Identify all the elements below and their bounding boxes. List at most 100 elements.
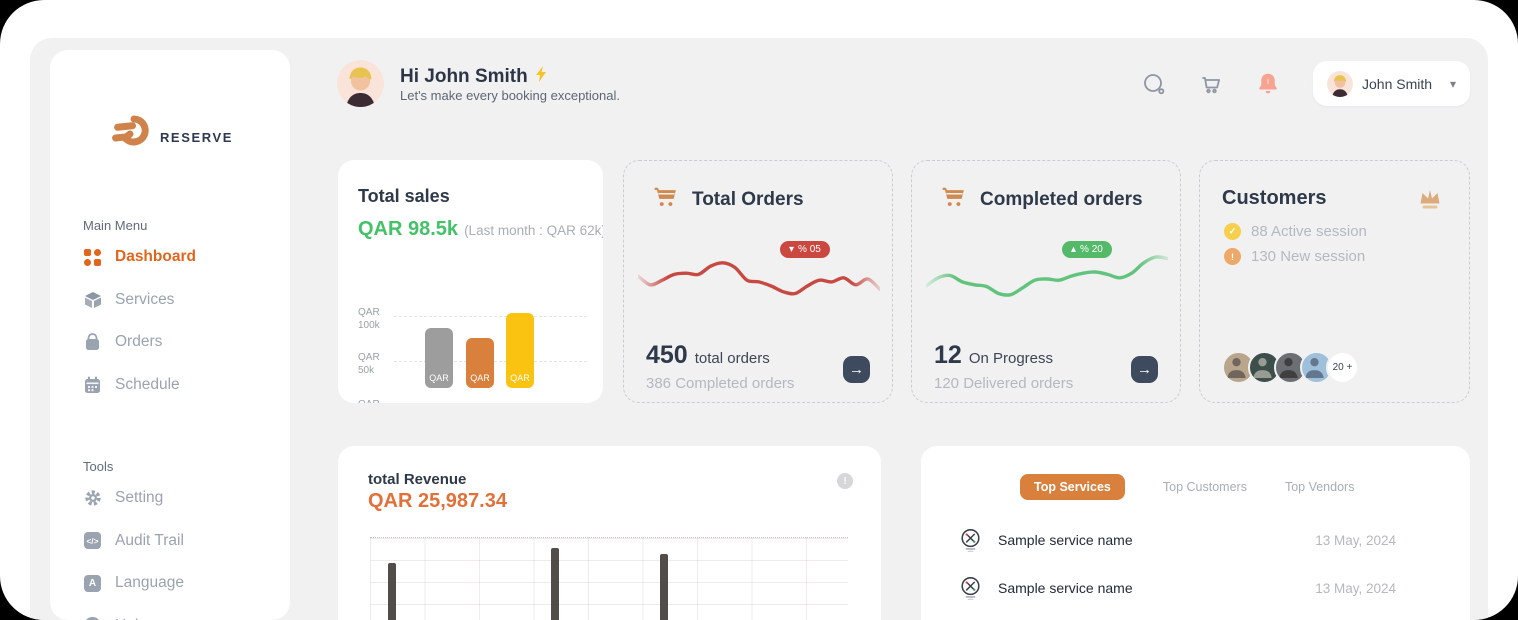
completed-cart-icon <box>940 185 966 214</box>
service-list-item[interactable]: Sample service name 13 May, 2024 <box>957 522 1396 558</box>
user-menu-avatar <box>1327 71 1353 97</box>
revenue-bar <box>660 554 668 620</box>
sidebar-item-services[interactable]: Services <box>50 279 290 322</box>
cart-icon[interactable] <box>1198 71 1224 97</box>
services-cube-icon <box>83 290 102 309</box>
orders-secondary-stat: 386 Completed orders <box>646 375 794 392</box>
sidebar-item-setting[interactable]: Setting <box>50 477 290 520</box>
search-icon[interactable] <box>1141 71 1167 97</box>
orders-sparkline-chart <box>638 245 880 313</box>
new-session-text: 130 New session <box>1251 248 1365 265</box>
sidebar-item-audit-trail[interactable]: </> Audit Trail <box>50 520 290 563</box>
total-sales-title: Total sales <box>358 186 450 207</box>
sidebar-main-menu: Dashboard Services <box>50 236 290 406</box>
sales-bar: QAR <box>506 313 534 388</box>
audit-trail-icon: </> <box>83 531 102 550</box>
y-axis-tick: QAR 0k <box>358 398 380 403</box>
brand-logo: RESERVE <box>50 110 290 165</box>
sidebar-section-tools: Tools <box>83 459 113 474</box>
sidebar-item-schedule[interactable]: Schedule <box>50 364 290 407</box>
service-name: Sample service name <box>998 532 1133 548</box>
orders-change-badge: ▾ % 05 <box>780 241 830 258</box>
user-menu-name: John Smith <box>1362 76 1432 92</box>
orders-detail-arrow-button[interactable]: → <box>843 356 870 383</box>
orders-stat: 450 total orders <box>646 341 770 370</box>
on-progress-label: On Progress <box>969 350 1053 367</box>
help-icon: ? <box>83 616 102 620</box>
triangle-up-icon: ▴ <box>1071 244 1076 255</box>
total-orders-head: Total Orders <box>652 185 804 214</box>
sidebar-item-label: Schedule <box>115 376 180 394</box>
crown-icon <box>1417 187 1443 215</box>
sidebar-item-label: Setting <box>115 489 163 507</box>
user-menu[interactable]: John Smith ▾ <box>1313 61 1470 106</box>
sales-bar-label: QAR <box>429 373 449 383</box>
on-progress-count: 12 <box>934 341 962 370</box>
service-logo-icon <box>957 527 984 554</box>
orders-change-text: % 05 <box>798 244 821 255</box>
sidebar-item-label: Services <box>115 291 174 309</box>
total-sales-value: QAR 98.5k <box>358 218 458 241</box>
tab-top-vendors[interactable]: Top Vendors <box>1285 480 1355 494</box>
brand-name: RESERVE <box>160 130 233 145</box>
sidebar-item-label: Audit Trail <box>115 532 184 550</box>
service-date: 13 May, 2024 <box>1315 581 1396 596</box>
completed-orders-card: Completed orders ▴ % 20 12 On Progress 1… <box>911 160 1181 403</box>
sales-bar-label: QAR <box>510 373 530 383</box>
sidebar-item-dashboard[interactable]: Dashboard <box>50 236 290 279</box>
revenue-bar <box>551 548 559 620</box>
active-session-text: 88 Active session <box>1251 223 1367 240</box>
service-name: Sample service name <box>998 580 1133 596</box>
revenue-bar-chart <box>370 537 848 620</box>
greeting-subtitle: Let's make every booking exceptional. <box>400 88 620 103</box>
sidebar-item-help[interactable]: ? Help <box>50 605 290 620</box>
dashboard-grid-icon <box>83 248 102 267</box>
sales-bar: QAR <box>425 328 453 388</box>
total-orders-title: Total Orders <box>692 189 804 211</box>
user-avatar <box>337 60 384 107</box>
check-seal-icon: ✓ <box>1224 223 1241 240</box>
tab-top-services[interactable]: Top Services <box>1020 474 1125 500</box>
info-icon[interactable]: ! <box>837 473 853 489</box>
customers-card: Customers ✓ 88 Active session ! 130 New … <box>1199 160 1470 403</box>
sidebar-item-orders[interactable]: Orders <box>50 321 290 364</box>
tab-top-customers[interactable]: Top Customers <box>1163 480 1247 494</box>
sidebar-item-language[interactable]: A Language <box>50 562 290 605</box>
customers-title: Customers <box>1222 187 1326 210</box>
total-revenue-card: total Revenue QAR 25,987.34 ! <box>338 446 881 620</box>
gridline <box>394 316 587 317</box>
notification-bell-icon[interactable] <box>1255 71 1281 97</box>
total-orders-card: Total Orders ▾ % 05 450 total orders 386… <box>623 160 893 403</box>
completed-detail-arrow-button[interactable]: → <box>1131 356 1158 383</box>
more-customers-badge[interactable]: 20 + <box>1326 351 1359 384</box>
service-logo-icon <box>957 575 984 602</box>
completed-change-badge: ▴ % 20 <box>1062 241 1112 258</box>
orders-count-label: total orders <box>695 350 770 367</box>
y-axis-tick: QAR 50k <box>358 351 380 377</box>
service-list-item[interactable]: Sample service name 13 May, 2024 <box>957 570 1396 606</box>
new-session-row: ! 130 New session <box>1224 248 1365 265</box>
customer-avatar-stack: 20 + <box>1222 351 1359 384</box>
chevron-down-icon: ▾ <box>1450 77 1456 91</box>
reserve-logo-icon <box>107 110 157 165</box>
sales-bar-label: QAR <box>470 373 490 383</box>
sidebar: RESERVE Main Menu Dashboard <box>50 50 290 620</box>
orders-cart-icon <box>652 185 678 214</box>
greeting-text: Hi John Smith <box>400 66 528 88</box>
sales-bar: QAR <box>466 338 494 388</box>
greeting-title: Hi John Smith <box>400 66 547 88</box>
total-sales-card: Total sales QAR 98.5k (Last month : QAR … <box>338 160 603 403</box>
sidebar-tools-menu: Setting </> Audit Trail A Language ? Hel… <box>50 477 290 620</box>
completed-secondary-stat: 120 Delivered orders <box>934 375 1073 392</box>
schedule-calendar-icon <box>83 375 102 394</box>
triangle-down-icon: ▾ <box>789 244 794 255</box>
revenue-bar <box>388 563 396 620</box>
completed-change-text: % 20 <box>1080 244 1103 255</box>
completed-orders-title: Completed orders <box>980 189 1143 211</box>
sidebar-section-main-menu: Main Menu <box>83 218 147 233</box>
service-date: 13 May, 2024 <box>1315 533 1396 548</box>
sidebar-item-label: Orders <box>115 333 162 351</box>
revenue-value: QAR 25,987.34 <box>368 490 507 513</box>
total-sales-value-row: QAR 98.5k (Last month : QAR 62k) <box>358 218 603 241</box>
